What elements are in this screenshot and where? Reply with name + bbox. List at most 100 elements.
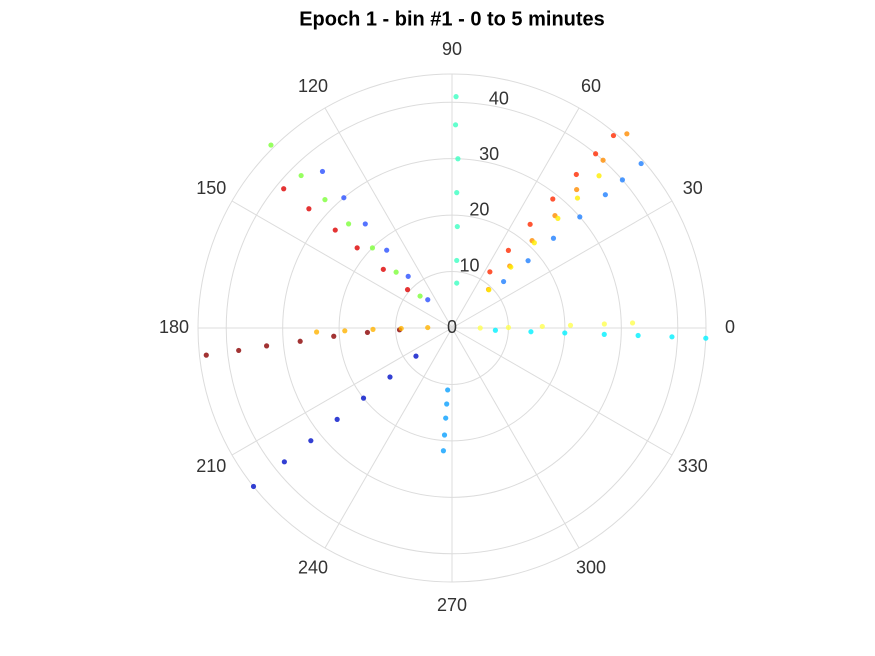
- point: [341, 195, 347, 201]
- point: [370, 326, 376, 332]
- point: [268, 142, 274, 148]
- point: [527, 221, 533, 227]
- point: [281, 459, 287, 465]
- point: [362, 221, 368, 227]
- grid-spoke: [451, 107, 580, 329]
- point: [528, 329, 534, 335]
- grid-spoke: [451, 327, 673, 456]
- grid-spoke: [451, 200, 673, 329]
- r-tick-label: 40: [489, 89, 509, 109]
- point: [313, 329, 320, 335]
- point: [331, 333, 337, 339]
- point: [369, 245, 376, 251]
- point: [453, 94, 459, 100]
- point: [574, 186, 580, 193]
- point: [332, 227, 338, 233]
- grid-spoke: [324, 107, 453, 329]
- point: [203, 352, 209, 358]
- point: [405, 273, 411, 279]
- point: [444, 401, 450, 407]
- point: [354, 245, 360, 251]
- point: [596, 173, 602, 179]
- point: [610, 132, 617, 139]
- point: [425, 324, 431, 331]
- point: [574, 195, 581, 201]
- point: [567, 322, 574, 328]
- theta-tick-label: 150: [196, 178, 226, 198]
- point: [629, 320, 636, 326]
- point: [555, 215, 561, 221]
- theta-tick-label: 120: [298, 76, 328, 96]
- point: [322, 197, 328, 203]
- grid-spoke: [231, 327, 453, 456]
- point: [486, 287, 492, 293]
- theta-tick-label: 90: [442, 39, 462, 59]
- point: [441, 432, 448, 438]
- point: [452, 122, 459, 128]
- point: [308, 438, 314, 444]
- theta-tick-label: 240: [298, 558, 328, 578]
- grid-spoke: [451, 327, 580, 549]
- point: [505, 324, 512, 331]
- r-tick-label: 0: [447, 317, 457, 337]
- point: [539, 323, 545, 330]
- point: [505, 247, 512, 253]
- point: [345, 221, 352, 227]
- point: [443, 415, 449, 421]
- point: [445, 387, 451, 393]
- point: [500, 278, 507, 285]
- chart-title: Epoch 1 - bin #1 - 0 to 5 minutes: [299, 8, 605, 30]
- point: [298, 172, 304, 179]
- theta-tick-label: 30: [683, 178, 703, 198]
- point: [297, 338, 303, 344]
- point: [250, 483, 257, 490]
- point: [417, 293, 423, 299]
- grid-spoke: [324, 327, 453, 549]
- theta-tick-label: 0: [725, 317, 735, 337]
- point: [281, 186, 287, 192]
- point: [600, 157, 606, 163]
- point: [573, 171, 579, 178]
- point: [531, 240, 537, 246]
- point: [393, 269, 399, 275]
- point: [601, 331, 607, 337]
- r-tick-label: 30: [479, 144, 499, 164]
- point: [387, 374, 393, 380]
- point: [306, 206, 312, 212]
- theta-tick-label: 180: [159, 317, 189, 337]
- grid-spoke: [231, 200, 453, 329]
- point: [454, 280, 460, 286]
- point: [487, 269, 493, 275]
- point: [577, 214, 583, 220]
- point: [236, 347, 242, 354]
- theta-tick-label: 300: [576, 558, 606, 578]
- point: [384, 247, 390, 253]
- point: [508, 264, 514, 270]
- point: [380, 266, 386, 272]
- point: [455, 156, 461, 162]
- point: [454, 257, 460, 264]
- point: [454, 190, 460, 196]
- point: [602, 192, 608, 198]
- point: [334, 416, 340, 422]
- point: [635, 332, 641, 339]
- point: [703, 335, 709, 341]
- theta-tick-label: 210: [196, 456, 226, 476]
- point: [364, 329, 371, 336]
- theta-tick-label: 330: [678, 456, 708, 476]
- point: [638, 160, 644, 167]
- point: [404, 287, 411, 293]
- theta-tick-label: 60: [581, 76, 601, 96]
- point: [360, 395, 367, 401]
- point: [593, 151, 599, 157]
- point: [263, 343, 270, 349]
- point: [601, 321, 607, 327]
- theta-tick-label: 270: [437, 595, 467, 615]
- r-tick-label: 20: [469, 200, 489, 220]
- point: [550, 235, 557, 241]
- point: [669, 334, 675, 340]
- point: [425, 297, 431, 303]
- point: [492, 327, 499, 333]
- r-tick-label: 10: [460, 255, 480, 275]
